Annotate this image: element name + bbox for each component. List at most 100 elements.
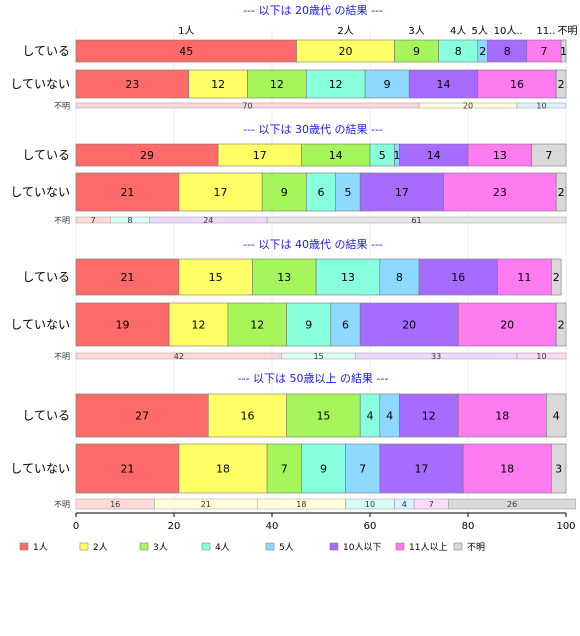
unknown-data-label: 10 — [536, 352, 546, 361]
data-label: 29 — [140, 149, 154, 162]
unknown-segment — [448, 498, 577, 510]
bar-segment — [252, 258, 317, 296]
legend-label: 4人 — [215, 542, 230, 553]
data-label: 8 — [455, 45, 462, 58]
bar-segment — [261, 172, 307, 212]
bar-segment — [408, 69, 479, 99]
bar-segment — [247, 69, 307, 99]
data-label: 16 — [451, 271, 465, 284]
bar-segment — [399, 393, 459, 438]
data-label: 11 — [517, 271, 531, 284]
unknown-data-label: 21 — [201, 500, 211, 509]
data-label: 17 — [253, 149, 267, 162]
bar-segment — [330, 302, 361, 347]
unknown-data-label: 10 — [536, 102, 546, 111]
data-label: 21 — [120, 271, 134, 284]
section-title: --- 以下は 30歳代 の結果 --- — [243, 122, 383, 136]
data-label: 13 — [341, 271, 355, 284]
section-title: --- 以下は 40歳代 の結果 --- — [243, 237, 383, 251]
legend-label: 5人 — [279, 542, 294, 553]
unknown-data-label: 70 — [242, 102, 252, 111]
data-label: 9 — [384, 78, 391, 91]
unknown-data-label: 20 — [463, 102, 473, 111]
unknown-segment — [266, 216, 567, 224]
bar-segment — [418, 258, 498, 296]
unknown-row-label: 不明 — [54, 216, 70, 225]
unknown-data-label: 7 — [91, 216, 96, 225]
row-label: している — [22, 270, 70, 284]
data-label: 12 — [270, 78, 284, 91]
data-label: 20 — [402, 319, 416, 332]
unknown-data-label: 7 — [429, 500, 434, 509]
bar-segment — [315, 258, 381, 296]
data-label: 14 — [329, 149, 343, 162]
data-label: 45 — [179, 45, 193, 58]
legend-label: 2人 — [93, 542, 108, 553]
data-label: 13 — [493, 149, 507, 162]
data-label: 19 — [116, 319, 130, 332]
data-label: 1 — [560, 45, 567, 58]
bar-segment — [188, 69, 248, 99]
data-label: 12 — [192, 319, 206, 332]
unknown-data-label: 10 — [365, 500, 375, 509]
data-label: 6 — [342, 319, 349, 332]
data-label: 27 — [135, 410, 149, 423]
data-label: 2 — [553, 271, 560, 284]
bar-segment — [462, 443, 552, 494]
data-label: 15 — [316, 410, 330, 423]
row-label: していない — [10, 462, 70, 476]
data-label: 7 — [359, 463, 366, 476]
data-label: 8 — [504, 45, 511, 58]
data-label: 23 — [125, 78, 139, 91]
section-title: --- 以下は 20歳代 の結果 --- — [243, 3, 383, 17]
unknown-row-label: 不明 — [54, 352, 70, 361]
data-label: 9 — [305, 319, 312, 332]
data-label: 7 — [545, 149, 552, 162]
bar-segment — [168, 302, 229, 347]
bar-segment — [555, 69, 567, 99]
bar-segment — [178, 443, 268, 494]
bar-segment — [301, 443, 346, 494]
bar-segment — [546, 393, 567, 438]
data-label: 16 — [510, 78, 524, 91]
data-label: 9 — [320, 463, 327, 476]
legend-swatch — [139, 542, 149, 551]
data-label: 4 — [553, 410, 560, 423]
x-tick-label: 0 — [73, 521, 79, 532]
bar-segment — [379, 443, 464, 494]
legend-swatch — [79, 542, 89, 551]
series-top-label: 5人 — [472, 25, 488, 37]
series-top-label: 2人 — [337, 25, 353, 37]
data-label: 14 — [437, 78, 451, 91]
series-top-label: 3人 — [408, 25, 424, 37]
data-label: 18 — [216, 463, 230, 476]
data-label: 2 — [558, 78, 565, 91]
legend-swatch — [201, 542, 211, 551]
data-label: 4 — [367, 410, 374, 423]
section-title: --- 以下は 50歳以上 の結果 --- — [238, 371, 389, 385]
data-label: 12 — [250, 319, 264, 332]
bar-segment — [560, 39, 567, 63]
legend-swatch — [19, 542, 29, 551]
data-label: 2 — [558, 319, 565, 332]
bar-segment — [75, 258, 180, 296]
bar-segment — [178, 172, 263, 212]
bar-segment — [555, 172, 567, 212]
bar-segment — [75, 393, 209, 438]
unknown-data-label: 26 — [507, 500, 517, 509]
bar-segment — [550, 443, 567, 494]
unknown-data-label: 18 — [296, 500, 306, 509]
legend-swatch — [395, 542, 405, 551]
unknown-row-label: 不明 — [54, 500, 70, 509]
series-top-label: 不明 — [558, 25, 578, 37]
data-label: 12 — [422, 410, 436, 423]
unknown-data-label: 33 — [431, 352, 441, 361]
row-label: していない — [10, 185, 70, 199]
data-label: 16 — [241, 410, 255, 423]
unknown-data-label: 42 — [174, 352, 184, 361]
data-label: 21 — [120, 186, 134, 199]
data-label: 17 — [395, 186, 409, 199]
x-tick-label: 100 — [556, 521, 575, 532]
series-top-label: 11.. — [536, 26, 555, 37]
